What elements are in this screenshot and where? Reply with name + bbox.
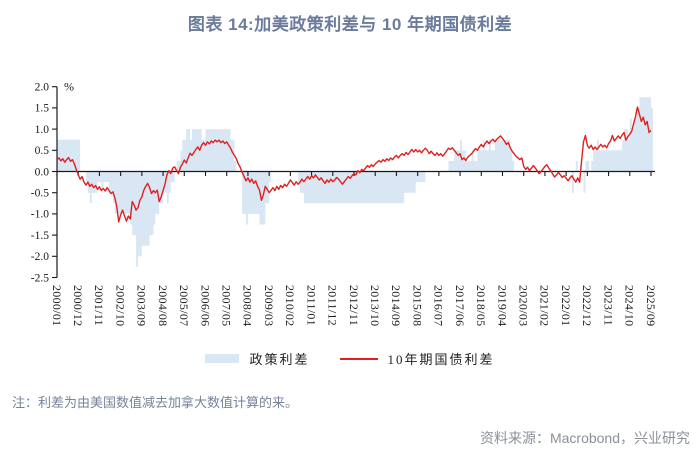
svg-text:2008/04: 2008/04	[241, 285, 255, 326]
svg-text:2000/12: 2000/12	[71, 285, 85, 326]
bond-spread-line	[56, 106, 652, 223]
svg-text:2019/04: 2019/04	[495, 285, 509, 326]
svg-text:2017/06: 2017/06	[453, 285, 467, 326]
svg-text:2006/06: 2006/06	[198, 285, 212, 326]
svg-text:2023/11: 2023/11	[601, 285, 615, 326]
svg-text:-1.5: -1.5	[31, 230, 49, 242]
svg-text:2003/09: 2003/09	[135, 285, 149, 326]
svg-text:2012/11: 2012/11	[347, 285, 361, 326]
svg-text:2025/09: 2025/09	[644, 285, 658, 326]
y-axis: 2.0 1.5 1.0 0.5 0.0 -0.5 -1.0 -1.5 -2.0 -2.5%	[31, 80, 74, 285]
svg-text:-2.0: -2.0	[31, 251, 49, 263]
policy-spread-area	[57, 97, 653, 267]
svg-text:-2.5: -2.5	[31, 272, 49, 284]
svg-text:2020/03: 2020/03	[517, 285, 531, 326]
legend-label-policy-spread: 政策利差	[249, 352, 310, 367]
svg-text:2004/08: 2004/08	[156, 285, 170, 326]
svg-text:2.0: 2.0	[35, 82, 50, 94]
area-swatch-icon	[205, 354, 240, 363]
svg-text:-1.0: -1.0	[31, 209, 49, 221]
svg-text:2002/10: 2002/10	[113, 285, 127, 326]
svg-text:1.5: 1.5	[35, 103, 50, 115]
svg-text:2010/02: 2010/02	[283, 285, 297, 326]
legend-label-bond-spread: 10年期国债利差	[387, 352, 495, 367]
svg-text:2009/03: 2009/03	[262, 285, 276, 326]
x-axis: 2000/01 2000/12 2001/11 2002/10 2003/09 2004/…	[50, 170, 658, 326]
svg-text:2011/12: 2011/12	[326, 285, 340, 326]
svg-text:2007/05: 2007/05	[220, 285, 234, 326]
svg-text:2005/07: 2005/07	[177, 285, 191, 326]
svg-text:2001/11: 2001/11	[92, 285, 106, 326]
svg-text:2000/01: 2000/01	[50, 285, 64, 326]
legend-item-bond-spread: 10年期国债利差	[339, 349, 495, 368]
svg-text:0.0: 0.0	[35, 166, 50, 178]
svg-text:2024/10: 2024/10	[623, 285, 637, 326]
svg-text:2014/09: 2014/09	[389, 285, 403, 326]
line-swatch-icon	[339, 357, 378, 360]
svg-text:2013/10: 2013/10	[368, 285, 382, 326]
source-line: 资料来源：Macrobond，兴业研究	[479, 430, 690, 446]
unit-label: %	[64, 80, 74, 94]
svg-text:2021/02: 2021/02	[538, 285, 552, 326]
svg-text:-0.5: -0.5	[31, 188, 49, 200]
svg-text:2018/05: 2018/05	[474, 285, 488, 326]
legend-item-policy-spread: 政策利差	[205, 349, 309, 368]
svg-text:0.5: 0.5	[35, 145, 50, 157]
chart-title: 图表 14:加美政策利差与 10 年期国债利差	[187, 15, 513, 34]
svg-text:2015/08: 2015/08	[410, 285, 424, 326]
svg-text:2022/12: 2022/12	[580, 285, 594, 326]
svg-text:2011/01: 2011/01	[304, 285, 318, 326]
footnote: 注：利差为由美国数值减去加拿大数值计算的来。	[12, 395, 299, 410]
svg-text:2016/07: 2016/07	[432, 285, 446, 326]
chart-svg: 2.0 1.5 1.0 0.5 0.0 -0.5 -1.0 -1.5 -2.0 -2.5% 2000…	[31, 80, 658, 327]
svg-text:1.0: 1.0	[35, 124, 50, 136]
chart-legend: 政策利差 10年期国债利差	[0, 349, 700, 368]
svg-text:2022/01: 2022/01	[559, 285, 573, 326]
